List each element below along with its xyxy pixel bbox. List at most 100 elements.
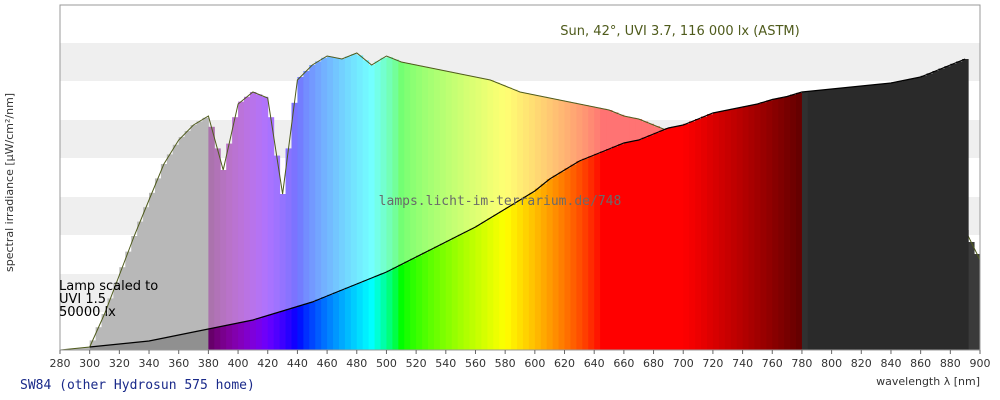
x-tick-label: 500 (376, 357, 397, 370)
x-tick-label: 780 (791, 357, 812, 370)
sun-fill-strip (214, 148, 221, 350)
lamp-fill-strip (350, 285, 358, 350)
lamp-fill-strip (261, 316, 269, 350)
lamp-fill-strip (487, 218, 494, 350)
sun-fill-strip (285, 148, 292, 350)
lamp-fill-strip (511, 203, 518, 350)
lamp-annotation-line3: 50000 lx (59, 305, 116, 320)
sun-fill-strip (356, 55, 364, 351)
lamp-fill-strip (154, 339, 162, 350)
x-tick-label: 280 (50, 357, 71, 370)
x-tick-label: 520 (406, 357, 427, 370)
lamp-fill-strip (410, 258, 417, 350)
x-tick-label: 600 (524, 357, 545, 370)
x-tick-label: 720 (702, 357, 723, 370)
lamp-fill-strip (689, 121, 696, 351)
sun-fill-strip (101, 314, 108, 350)
lamp-fill-strip (113, 344, 120, 350)
lamp-fill-strip (867, 85, 874, 350)
lamp-spectrum-line (89, 58, 966, 348)
sun-fill-strip (137, 221, 144, 350)
sun-fill-strip (968, 242, 975, 350)
sun-fill-strip (113, 282, 120, 350)
lamp-fill-strip (439, 243, 447, 350)
sun-fill-strip (433, 69, 441, 350)
lamp-fill-strip (677, 125, 684, 350)
x-tick-label: 360 (168, 357, 189, 370)
lamp-fill-strip (101, 345, 108, 350)
sun-fill-strip (445, 71, 453, 350)
lamp-fill-strip (920, 75, 928, 351)
lamp-fill-strip (208, 328, 215, 350)
lamp-fill-strip (457, 234, 465, 350)
sun-fill-strip (487, 80, 494, 350)
x-tick-label: 700 (673, 357, 694, 370)
sun-fill-strip (261, 96, 269, 350)
lamp-fill-strip (220, 326, 227, 350)
lamp-fill-strip (784, 96, 791, 350)
footer-caption: SW84 (other Hydrosun 575 home) (20, 378, 255, 393)
lamp-fill-strip (255, 318, 263, 350)
lamp-fill-strip (315, 299, 322, 350)
lamp-fill-strip (807, 91, 815, 350)
x-tick-label: 760 (762, 357, 783, 370)
x-axis-label: wavelength λ [nm] (876, 375, 980, 388)
lamp-fill-strip (309, 302, 316, 350)
lamp-fill-strip (546, 179, 554, 350)
x-tick-label: 820 (851, 357, 872, 370)
lamp-fill-strip (178, 334, 186, 350)
x-tick-label: 640 (584, 357, 605, 370)
sun-fill-strip (380, 57, 387, 351)
lamp-fill-strip (902, 80, 910, 350)
sun-fill-strip (321, 57, 328, 351)
lamp-fill-strip (285, 309, 292, 350)
lamp-fill-strip (107, 344, 114, 350)
lamp-fill-strip (843, 87, 850, 350)
lamp-fill-strip (647, 135, 655, 350)
sun-fill-strip (89, 340, 97, 350)
lamp-fill-strip (629, 141, 637, 350)
lamp-fill-strip (422, 252, 429, 350)
lamp-fill-strip (837, 88, 844, 350)
sun-fill-strip (154, 178, 162, 350)
lamp-fill-strip (327, 294, 334, 350)
sun-fill-strip (392, 59, 399, 350)
lamp-fill-strip (499, 210, 506, 350)
lamp-fill-strip (896, 81, 904, 350)
x-tick-label: 340 (139, 357, 160, 370)
lamp-fill-strip (956, 61, 963, 351)
sun-fill-strip (255, 94, 263, 351)
lamp-fill-strip (297, 305, 304, 350)
lamp-fill-strip (540, 183, 548, 350)
lamp-fill-strip (641, 137, 649, 350)
x-tick-label: 740 (732, 357, 753, 370)
sun-fill-strip (190, 125, 198, 350)
lamp-fill-strip (594, 153, 601, 350)
sun-fill-strip (107, 298, 114, 350)
lamp-fill-strip (938, 68, 945, 350)
sun-fill-strip (333, 57, 340, 351)
lamp-fill-strip (445, 240, 453, 350)
lamp-fill-strip (772, 98, 779, 351)
sun-fill-strip (279, 194, 287, 350)
lamp-fill-strip (493, 214, 500, 350)
sun-fill-strip (481, 78, 488, 351)
sun-fill-strip (315, 61, 322, 351)
sun-fill-strip (238, 101, 245, 350)
lamp-fill-strip (849, 86, 856, 351)
sun-fill-strip (232, 117, 239, 350)
sun-fill-strip (463, 75, 471, 350)
lamp-fill-strip (380, 273, 387, 350)
lamp-fill-strip (131, 342, 138, 350)
lamp-fill-strip (481, 221, 488, 350)
lamp-fill-strip (386, 270, 393, 350)
sun-fill-strip (327, 56, 334, 350)
lamp-fill-strip (517, 200, 524, 350)
lamp-fill-strip (95, 346, 103, 350)
lamp-fill-strip (861, 85, 868, 350)
lamp-fill-strip (522, 196, 530, 350)
lamp-fill-strip (766, 100, 773, 351)
lamp-fill-strip (374, 275, 382, 350)
lamp-fill-strip (683, 123, 690, 350)
sun-fill-strip (362, 60, 370, 350)
